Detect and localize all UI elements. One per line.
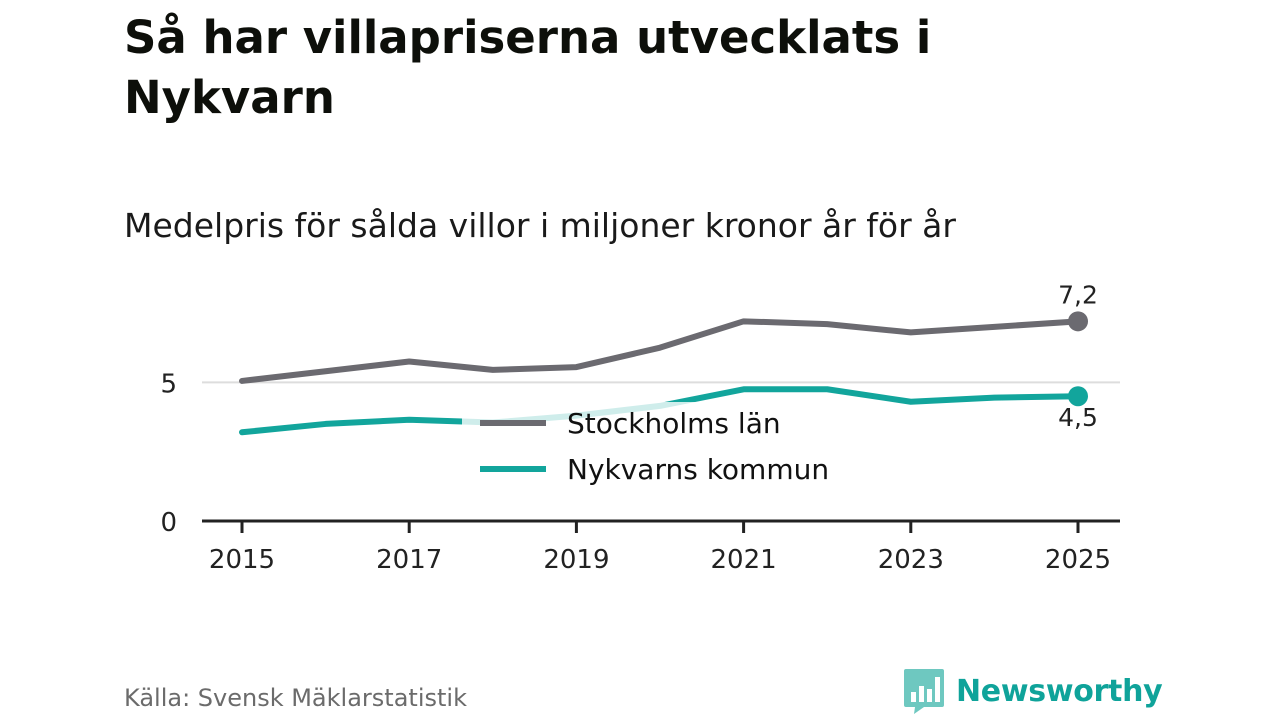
brand-name: Newsworthy	[956, 673, 1163, 709]
y-tick-label: 5	[160, 369, 177, 399]
bar-chart-speech-bubble-icon	[904, 669, 944, 714]
series-end-point-1	[1068, 311, 1088, 332]
chart-title: Så har villapriserna utvecklats i Nykvar…	[124, 11, 932, 124]
legend-label-2: Nykvarns kommun	[567, 453, 829, 486]
x-tick-label: 2019	[543, 545, 609, 575]
chart-subtitle: Medelpris för sålda villor i miljoner kr…	[124, 206, 956, 245]
x-tick-label: 2021	[711, 545, 777, 575]
series-end-point-2	[1068, 386, 1088, 407]
y-tick-label: 0	[160, 508, 177, 538]
legend-background	[462, 402, 852, 492]
source-note: Källa: Svensk Mäklarstatistik	[124, 684, 467, 712]
series-line-1	[239, 318, 1081, 384]
x-tick-label: 2017	[376, 545, 442, 575]
brand-logo: Newsworthy	[902, 668, 1163, 714]
series-end-label-1: 7,2	[1058, 280, 1098, 309]
x-tick-label: 2023	[878, 545, 944, 575]
x-tick-label: 2015	[209, 545, 275, 575]
x-tick-label: 2025	[1045, 545, 1111, 575]
legend-label-1: Stockholms län	[567, 407, 781, 440]
series-end-label-2: 4,5	[1058, 403, 1098, 432]
